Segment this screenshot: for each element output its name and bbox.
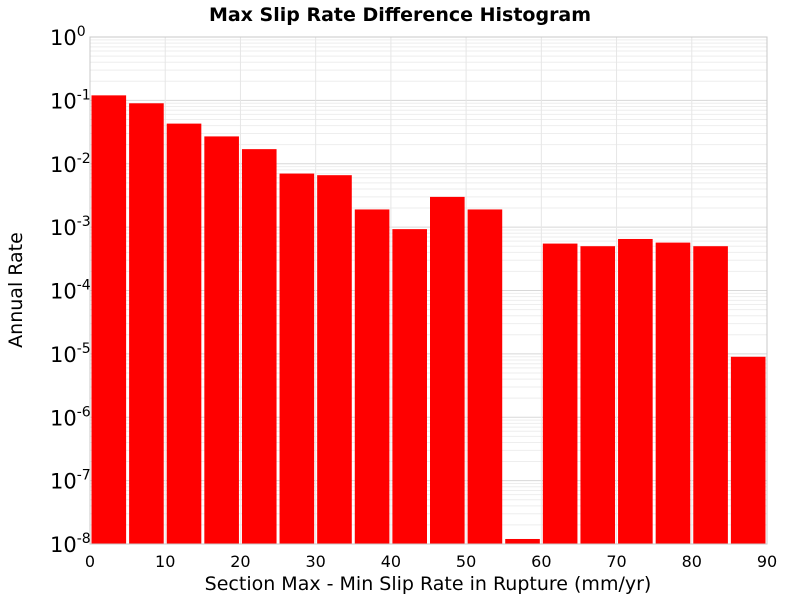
plot-frame [89,36,768,545]
histogram-bar [354,209,390,544]
histogram-bar [166,123,202,544]
x-tick-label: 90 [757,552,777,571]
histogram-bar [317,175,352,544]
histogram-bar [693,246,728,545]
histogram-bar [241,149,277,544]
y-tick-labels: 10-8 10-7 10-6 10-5 10-4 10-3 10-2 10-1 100 [50,24,91,557]
histogram-bar [430,196,465,544]
x-tick-label: 0 [85,552,95,571]
y-tick-label: 10-6 [50,404,91,430]
x-axis-label: Section Max - Min Slip Rate in Rupture (… [205,573,652,595]
bars [91,95,766,545]
histogram-bar [392,229,427,545]
y-axis-label: Annual Rate [5,232,27,348]
histogram-bar [655,242,691,544]
x-tick-label: 70 [606,552,626,571]
x-tick-label: 40 [381,552,401,571]
histogram-bar [618,238,653,544]
x-tick-labels: 0 10 20 30 40 50 60 70 80 90 [85,552,777,571]
histogram-bar [467,209,503,544]
y-tick-label: 10-5 [50,341,91,367]
histogram-bar [730,356,766,544]
histogram-bar [580,246,616,545]
histogram-bar [505,538,540,544]
y-tick-label: 100 [50,24,86,50]
histogram-bar [204,136,239,544]
y-tick-label: 10-1 [50,87,91,113]
histogram-bar [91,95,127,545]
histogram-bar [279,173,315,545]
x-tick-label: 30 [305,552,325,571]
x-tick-label: 60 [531,552,551,571]
y-tick-label: 10-3 [50,214,91,240]
grid-lines [89,37,768,545]
histogram-bar [129,103,164,545]
y-tick-label: 10-2 [50,151,91,177]
histogram-bar [542,243,578,544]
x-tick-label: 10 [155,552,175,571]
x-tick-label: 20 [230,552,250,571]
y-tick-label: 10-4 [50,278,91,304]
y-tick-label: 10-8 [50,531,91,557]
x-tick-label: 50 [456,552,476,571]
x-tick-label: 80 [682,552,702,571]
y-tick-label: 10-7 [50,468,91,494]
chart-title: Max Slip Rate Difference Histogram [209,4,591,26]
